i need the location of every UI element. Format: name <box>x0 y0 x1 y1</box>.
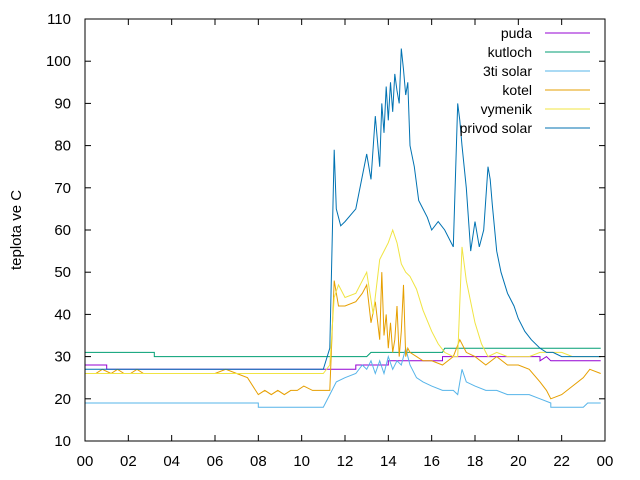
series-line-3 <box>85 272 601 400</box>
legend-label-2: 3ti solar <box>483 63 532 79</box>
y-tick-label: 40 <box>54 306 71 323</box>
y-tick-label: 100 <box>46 53 71 70</box>
y-tick-label: 60 <box>54 222 71 239</box>
series-line-5 <box>85 48 601 370</box>
x-tick-label: 00 <box>597 453 614 470</box>
legend-label-5: privod solar <box>460 120 533 136</box>
x-tick-label: 16 <box>423 453 440 470</box>
legend-label-0: puda <box>501 25 532 41</box>
x-tick-label: 12 <box>337 453 354 470</box>
legend: puda kutloch 3ti solar kotel vymenik privod s… <box>460 25 590 136</box>
y-tick-label: 80 <box>54 138 71 155</box>
legend-label-3: kotel <box>502 82 532 98</box>
x-tick-label: 20 <box>510 453 527 470</box>
x-tick-label: 06 <box>207 453 224 470</box>
y-tick-label: 10 <box>54 433 71 450</box>
y-axis-label: teplota ve C <box>8 190 25 270</box>
y-tick-label: 70 <box>54 180 71 197</box>
x-tick-label: 04 <box>163 453 180 470</box>
y-tick-label: 20 <box>54 391 71 408</box>
series-line-1 <box>85 347 601 358</box>
y-tick-label: 90 <box>54 95 71 112</box>
y-tick-label: 110 <box>47 11 71 28</box>
y-tick-labels: 10 20 30 40 50 60 70 80 90 100 110 <box>46 11 71 450</box>
x-tick-label: 08 <box>250 453 267 470</box>
series-layer <box>85 48 601 408</box>
series-line-4 <box>85 228 601 374</box>
series-line-2 <box>85 346 601 408</box>
x-tick-labels: 00 02 04 06 08 10 12 14 16 18 20 22 00 <box>77 453 614 470</box>
x-tick-label: 18 <box>467 453 484 470</box>
legend-label-1: kutloch <box>488 44 532 60</box>
x-tick-label: 02 <box>120 453 137 470</box>
legend-label-4: vymenik <box>481 101 533 117</box>
axis-ticks <box>84 18 606 442</box>
x-tick-label: 22 <box>553 453 570 470</box>
y-tick-label: 30 <box>54 349 71 366</box>
x-tick-label: 14 <box>380 453 397 470</box>
y-tick-label: 50 <box>54 264 71 281</box>
x-tick-label: 10 <box>293 453 310 470</box>
x-tick-label: 00 <box>77 453 94 470</box>
